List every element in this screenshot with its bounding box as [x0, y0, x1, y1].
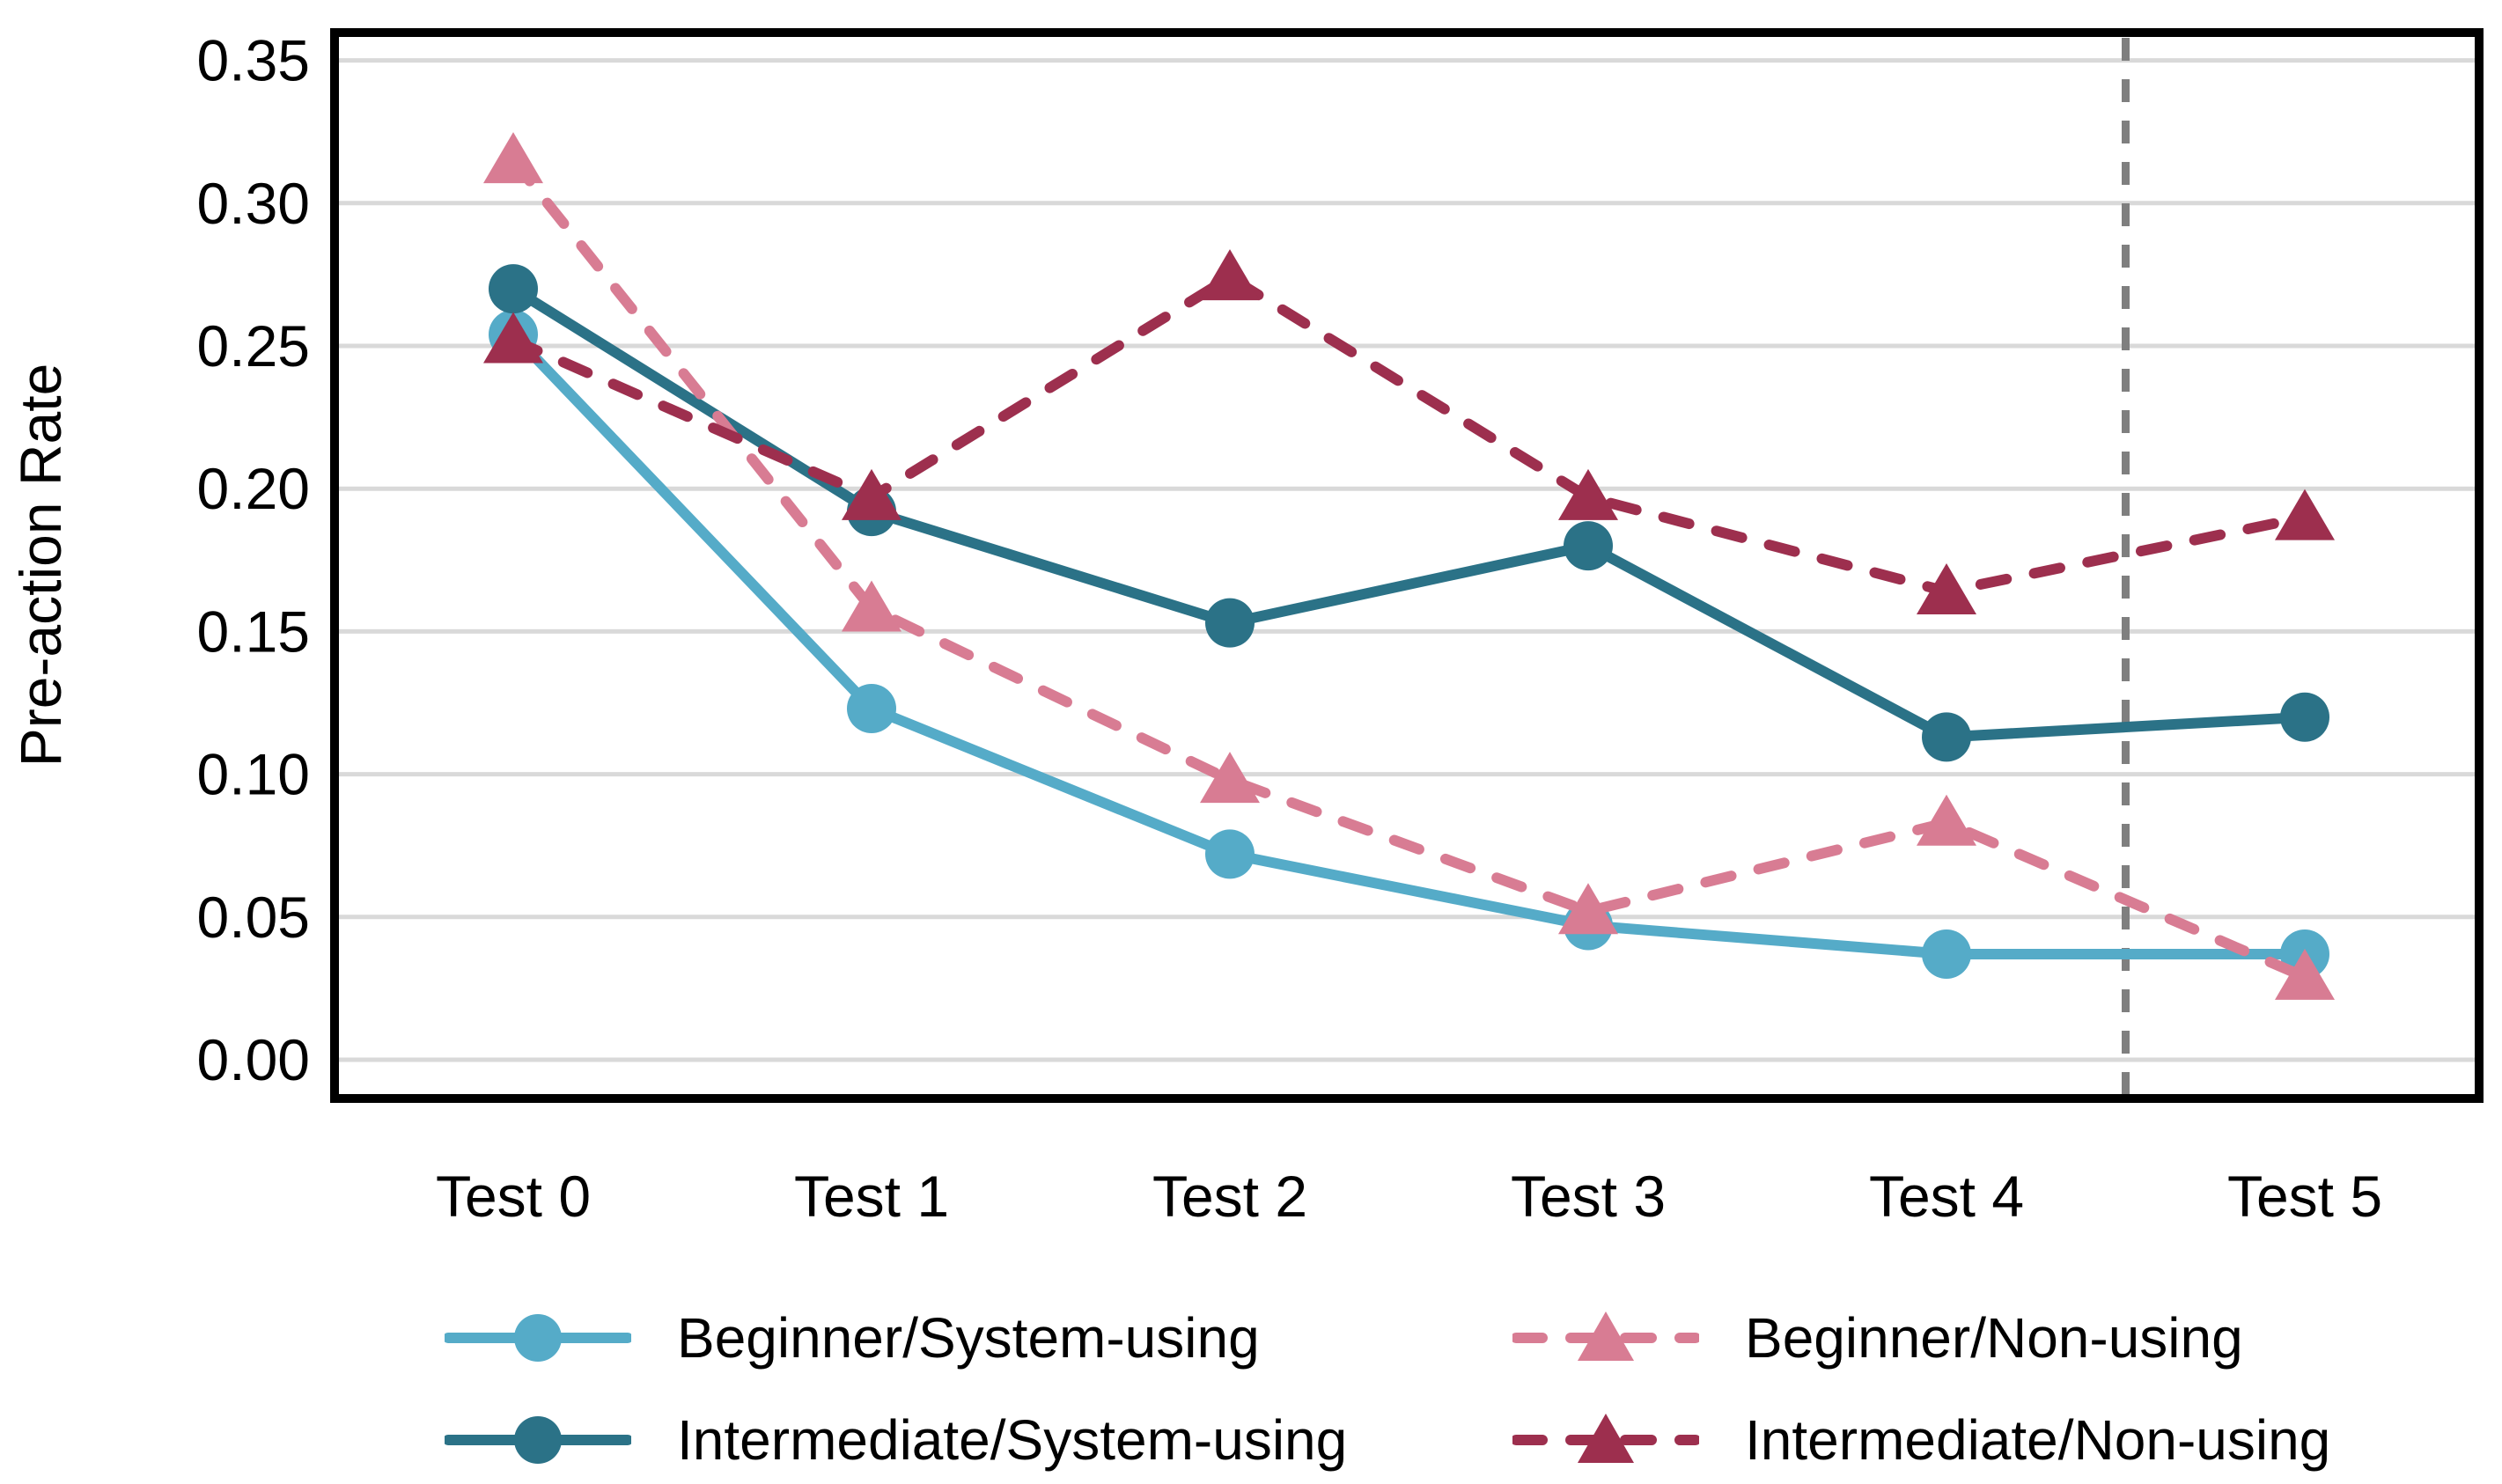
marker-triangle-intermediate-non-using [842, 468, 901, 520]
plot-frame [330, 28, 2484, 1103]
x-tick-label: Test 2 [1152, 1164, 1307, 1229]
legend-item-beginner-non-using: Beginner/Non-using [1512, 1301, 2243, 1375]
y-tick-label: 0.25 [197, 313, 310, 378]
marker-triangle-beginner-non-using [2275, 948, 2335, 1000]
x-tick-label: Test 3 [1511, 1164, 1666, 1229]
series-line-beginner-system-using [508, 329, 2310, 959]
legend-marker-triangle-beginner-non-using [1578, 1311, 1634, 1361]
y-axis-title: Pre-action Rate [8, 363, 73, 768]
marker-triangle-beginner-non-using [1917, 794, 1976, 846]
legend-marker-triangle-intermediate-non-using [1578, 1414, 1634, 1463]
series-line-beginner-non-using [508, 155, 2310, 982]
legend-marker-circle-intermediate-system-using [514, 1416, 562, 1464]
marker-circle-intermediate-system-using [2280, 692, 2329, 742]
x-tick-label: Test 4 [1869, 1164, 2024, 1229]
marker-triangle-intermediate-non-using [1200, 249, 1260, 301]
marker-triangle-intermediate-non-using [483, 312, 543, 364]
legend-item-intermediate-system-using: Intermediate/System-using [445, 1403, 1347, 1477]
legend-item-intermediate-non-using: Intermediate/Non-using [1512, 1403, 2330, 1477]
y-tick-label: 0.30 [197, 171, 310, 236]
marker-circle-intermediate-system-using [489, 264, 538, 314]
series-line-intermediate-non-using [508, 272, 2310, 597]
legend-item-beginner-system-using: Beginner/System-using [445, 1301, 1260, 1375]
marker-triangle-intermediate-non-using [2275, 489, 2335, 540]
series-line-intermediate-system-using [508, 283, 2310, 743]
y-tick-label: 0.05 [197, 885, 310, 950]
legend-marker-circle-beginner-system-using [514, 1314, 562, 1362]
marker-circle-beginner-system-using [847, 683, 896, 733]
legend-label: Beginner/Non-using [1745, 1306, 2243, 1370]
x-tick-label: Test 1 [794, 1164, 949, 1229]
legend-sample-intermediate-system-using [445, 1416, 631, 1464]
y-tick-label: 0.35 [197, 28, 310, 93]
y-tick-label: 0.00 [197, 1027, 310, 1092]
legend-label: Intermediate/System-using [677, 1408, 1348, 1472]
legend-label: Intermediate/Non-using [1745, 1408, 2331, 1472]
marker-circle-intermediate-system-using [1922, 712, 1971, 762]
marker-circle-intermediate-system-using [1205, 598, 1255, 648]
y-tick-label: 0.10 [197, 742, 310, 807]
y-tick-label: 0.15 [197, 599, 310, 664]
legend-sample-beginner-non-using [1512, 1311, 1699, 1361]
legend-sample-beginner-system-using [445, 1314, 631, 1362]
legend-sample-intermediate-non-using [1512, 1414, 1699, 1463]
marker-circle-beginner-system-using [1922, 929, 1971, 979]
x-tick-label: Test 0 [436, 1164, 591, 1229]
marker-triangle-intermediate-non-using [1917, 562, 1976, 614]
marker-triangle-beginner-non-using [1558, 883, 1618, 935]
marker-triangle-beginner-non-using [483, 132, 543, 184]
marker-circle-intermediate-system-using [1564, 521, 1613, 571]
y-tick-label: 0.20 [197, 456, 310, 521]
x-tick-label: Test 5 [2227, 1164, 2382, 1229]
legend-label: Beginner/System-using [677, 1306, 1260, 1370]
marker-triangle-intermediate-non-using [1558, 468, 1618, 520]
marker-triangle-beginner-non-using [1200, 752, 1260, 804]
marker-triangle-beginner-non-using [842, 580, 901, 632]
marker-circle-beginner-system-using [1205, 829, 1255, 879]
